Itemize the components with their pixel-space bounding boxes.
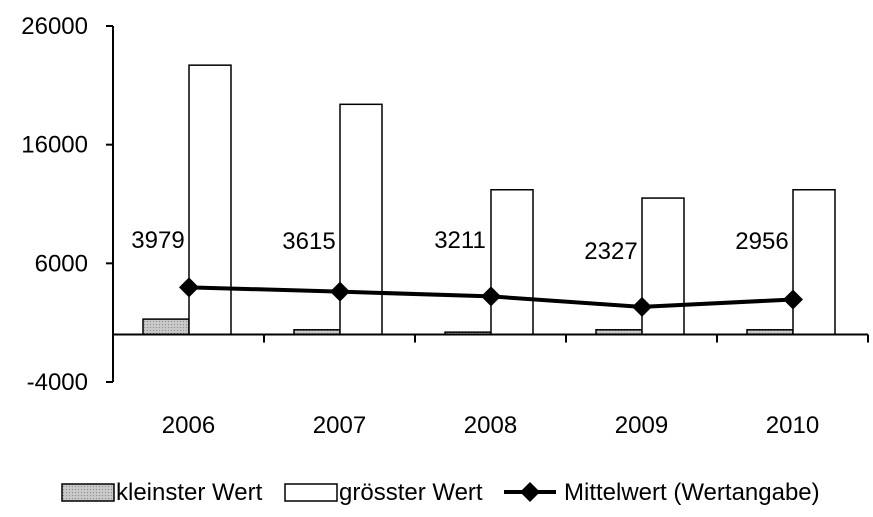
x-tick-label: 2010 (766, 412, 819, 439)
data-label: 2956 (735, 228, 788, 255)
bar-groesster-wert (339, 103, 383, 336)
line-point-mittelwert (179, 277, 199, 298)
legend-marker-mittelwert (520, 482, 540, 502)
bar-kleinster-wert (142, 318, 190, 336)
line-point-mittelwert (783, 289, 803, 310)
bar-groesster-wert (188, 64, 232, 336)
line-point-mittelwert (632, 296, 652, 317)
legend: kleinster Wert grösster Wert Mittelwert (W… (61, 479, 820, 506)
plot-area: 26000 16000 6000 -4000 2006 2007 2008 2009 2010 3… (21, 13, 869, 439)
legend-swatch-kleinster-wert (61, 483, 115, 502)
legend-label-kleinster-wert: kleinster Wert (116, 479, 263, 506)
bar-groesster-wert (490, 189, 534, 336)
bar-groesster-wert (641, 197, 685, 336)
x-tick-label: 2006 (162, 412, 215, 439)
x-tick-label: 2009 (615, 412, 668, 439)
x-tick-label: 2007 (313, 412, 366, 439)
y-tick-label: -4000 (27, 369, 88, 396)
data-label: 3979 (131, 227, 184, 254)
line-point-mittelwert (330, 281, 350, 302)
data-label: 3211 (434, 227, 486, 254)
y-tick-label: 16000 (21, 132, 88, 159)
data-label: 3615 (282, 228, 335, 255)
legend-label-groesster-wert: grösster Wert (339, 479, 483, 506)
y-tick-label: 6000 (35, 250, 88, 277)
bar-groesster-wert (792, 189, 836, 336)
x-tick-label: 2008 (464, 412, 517, 439)
line-point-mittelwert (481, 286, 501, 307)
legend-swatch-groesster-wert (284, 483, 338, 502)
y-tick-label: 26000 (21, 13, 88, 40)
data-label: 2327 (584, 238, 637, 265)
legend-label-mittelwert: Mittelwert (Wertangabe) (564, 479, 820, 506)
